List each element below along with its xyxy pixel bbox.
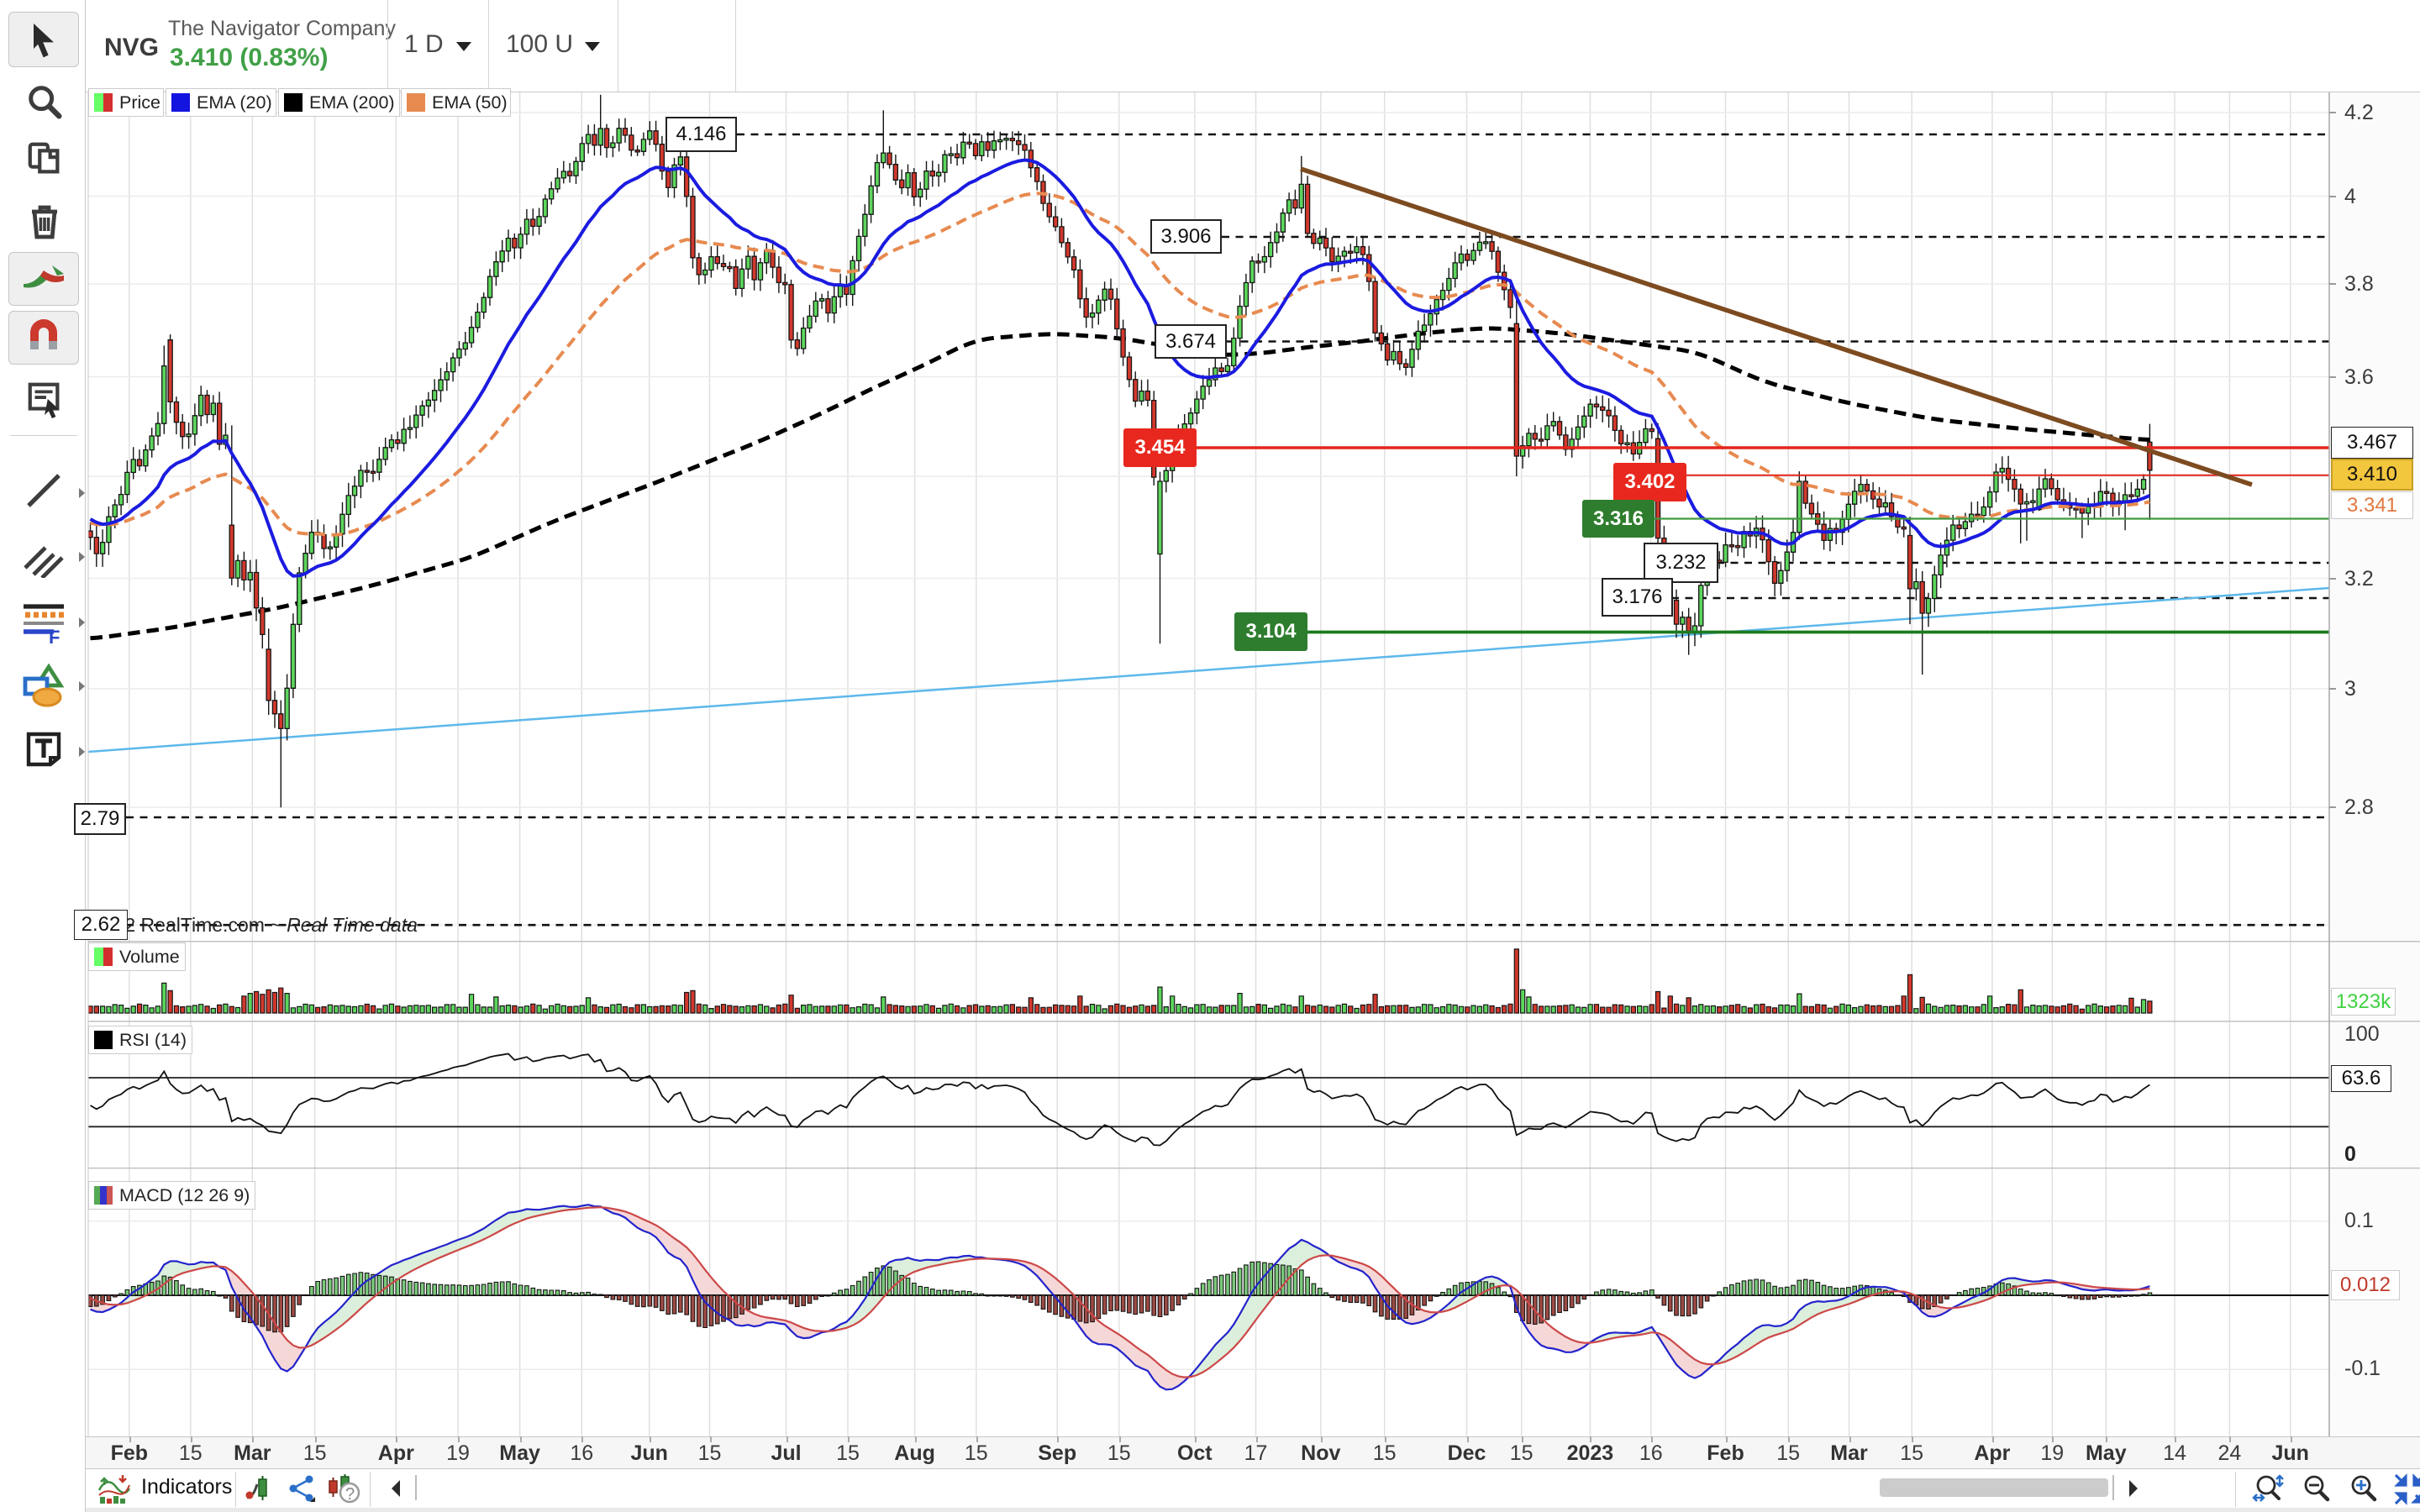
svg-text:?: ? xyxy=(345,1485,355,1504)
svg-text:F: F xyxy=(49,627,60,643)
